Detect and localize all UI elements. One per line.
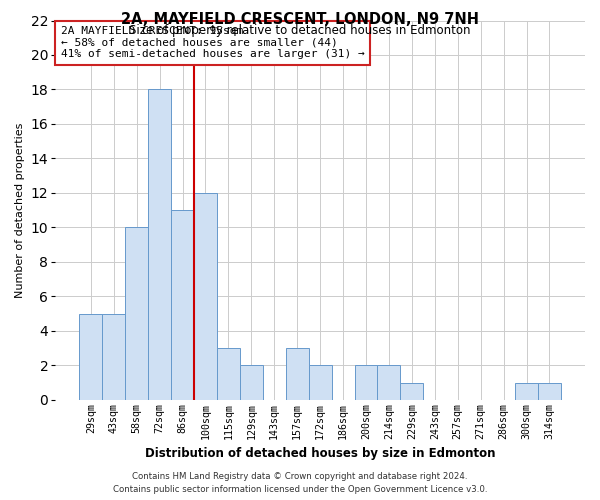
Bar (515, 382, 538, 400)
Bar (286, 348, 308, 400)
Bar (79, 314, 102, 400)
Bar (194, 193, 217, 400)
Bar (400, 382, 424, 400)
Text: Size of property relative to detached houses in Edmonton: Size of property relative to detached ho… (129, 24, 471, 37)
Bar (377, 366, 400, 400)
Bar (240, 366, 263, 400)
Bar (125, 228, 148, 400)
Bar (102, 314, 125, 400)
Y-axis label: Number of detached properties: Number of detached properties (15, 122, 25, 298)
Text: 2A MAYFIELD CRESCENT: 95sqm
← 58% of detached houses are smaller (44)
41% of sem: 2A MAYFIELD CRESCENT: 95sqm ← 58% of det… (61, 26, 364, 60)
Text: 2A, MAYFIELD CRESCENT, LONDON, N9 7NH: 2A, MAYFIELD CRESCENT, LONDON, N9 7NH (121, 12, 479, 28)
Bar (308, 366, 332, 400)
Bar (217, 348, 240, 400)
Text: Contains HM Land Registry data © Crown copyright and database right 2024.
Contai: Contains HM Land Registry data © Crown c… (113, 472, 487, 494)
Bar (171, 210, 194, 400)
Bar (355, 366, 377, 400)
X-axis label: Distribution of detached houses by size in Edmonton: Distribution of detached houses by size … (145, 447, 496, 460)
Bar (538, 382, 561, 400)
Bar (148, 90, 171, 400)
